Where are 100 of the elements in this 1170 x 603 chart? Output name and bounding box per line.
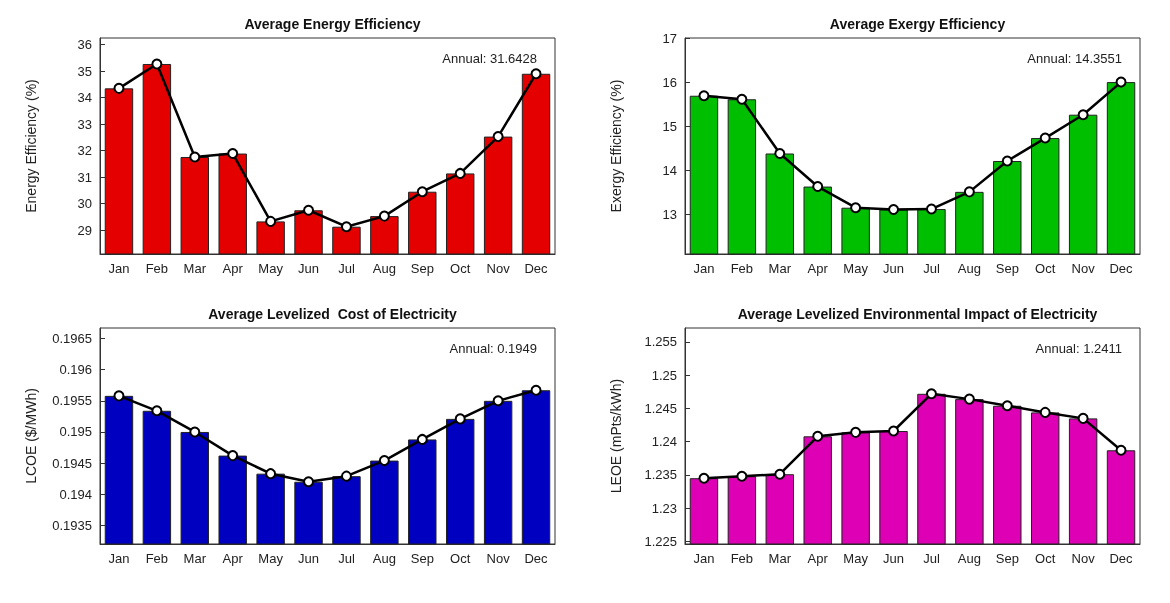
point	[113, 390, 125, 402]
y-tick-label: 0.1955	[52, 393, 92, 409]
y-tick-label: 1.235	[644, 467, 677, 483]
point	[812, 430, 824, 442]
point	[416, 433, 428, 445]
x-tick-label: Jan	[693, 261, 715, 276]
x-tick-label: Dec	[524, 551, 549, 566]
x-tick-label: Jul	[923, 551, 940, 566]
point	[1001, 400, 1013, 412]
x-tick-label: Dec	[1109, 261, 1134, 276]
x-tick-label: Aug	[957, 261, 981, 276]
y-tick-label: 16	[662, 74, 677, 90]
y-axis-title: Exergy Efficiency (%)	[608, 79, 624, 213]
point	[812, 181, 824, 193]
x-tick-label: May	[843, 261, 869, 276]
point	[189, 151, 201, 163]
y-tick-label: 31	[77, 169, 92, 185]
chart-title: Average Levelized Environmental Impact of Electricity	[737, 306, 1098, 322]
x-tick-label: Jun	[883, 261, 905, 276]
x-tick-label: Nov	[486, 551, 511, 566]
point	[265, 468, 277, 480]
y-tick-label: 1.255	[644, 334, 677, 350]
x-tick-label: Nov	[486, 261, 511, 276]
y-tick-label: 33	[77, 116, 92, 132]
y-tick-label: 29	[77, 222, 92, 238]
x-tick-label: Oct	[450, 551, 471, 566]
point	[378, 455, 390, 467]
point	[340, 470, 352, 482]
point	[925, 388, 937, 400]
x-tick-label: Sep	[995, 261, 1019, 276]
point	[454, 167, 466, 179]
annotation: Annual: 14.3551	[1027, 51, 1123, 66]
point	[1115, 444, 1127, 456]
y-tick-label: 32	[77, 143, 92, 159]
point	[265, 215, 277, 227]
x-tick-label: Dec	[524, 261, 549, 276]
x-tick-label: Feb	[730, 551, 754, 566]
point	[303, 476, 315, 488]
point	[1115, 76, 1127, 88]
annotation: Annual: 31.6428	[442, 51, 538, 66]
x-tick-label: Aug	[372, 261, 396, 276]
point	[340, 221, 352, 233]
y-tick-label: 1.225	[644, 533, 677, 549]
y-tick-label: 1.24	[651, 434, 677, 450]
point	[454, 413, 466, 425]
chart-title: Average Exergy Efficiency	[829, 16, 1006, 32]
x-tick-label: Jan	[108, 551, 130, 566]
y-tick-label: 17	[662, 30, 677, 46]
point	[492, 395, 504, 407]
x-tick-label: Jan	[693, 551, 715, 566]
y-tick-label: 0.194	[59, 486, 92, 502]
point	[1001, 155, 1013, 167]
point	[492, 131, 504, 143]
point	[151, 58, 163, 70]
x-tick-label: Dec	[1109, 551, 1134, 566]
point	[888, 203, 900, 215]
x-tick-label: Oct	[1035, 551, 1056, 566]
x-tick-label: Jun	[298, 551, 320, 566]
x-tick-label: Jul	[338, 261, 355, 276]
y-tick-label: 0.1965	[52, 331, 92, 347]
point	[1039, 406, 1051, 418]
y-tick-label: 0.1935	[52, 517, 92, 533]
y-axis-title: Energy Efficiency (%)	[23, 79, 39, 213]
x-tick-label: Apr	[222, 261, 244, 276]
y-tick-label: 34	[77, 90, 92, 106]
x-tick-label: Sep	[995, 551, 1019, 566]
point	[530, 384, 542, 396]
point	[736, 93, 748, 105]
x-tick-label: Mar	[183, 261, 207, 276]
point	[774, 148, 786, 159]
y-tick-label: 30	[77, 196, 92, 212]
y-tick-label: 1.23	[651, 500, 677, 516]
point	[850, 426, 862, 438]
y-tick-label: 13	[662, 206, 677, 222]
x-tick-label: May	[843, 551, 869, 566]
x-tick-label: Oct	[1035, 261, 1056, 276]
x-tick-label: Mar	[768, 261, 792, 276]
point	[303, 204, 315, 216]
y-tick-label: 0.1945	[52, 455, 92, 471]
point	[189, 426, 201, 438]
chart-title: Average Energy Efficiency	[244, 16, 421, 32]
y-tick-label: 14	[662, 162, 677, 178]
annotation: Annual: 1.2411	[1035, 341, 1122, 356]
x-tick-label: Apr	[807, 261, 829, 276]
y-tick-label: 36	[77, 37, 92, 53]
x-tick-label: Aug	[957, 551, 981, 566]
point	[963, 186, 975, 198]
point	[774, 468, 786, 480]
x-tick-label: Nov	[1071, 551, 1096, 566]
y-axis-title: LCOE ($/MWh)	[23, 388, 39, 484]
y-tick-label: 1.245	[644, 400, 677, 416]
point	[1077, 109, 1089, 121]
point	[113, 82, 125, 94]
x-tick-label: Sep	[410, 261, 434, 276]
x-tick-label: Nov	[1071, 261, 1096, 276]
y-tick-label: 35	[77, 63, 92, 79]
x-tick-label: Jan	[108, 261, 130, 276]
annotation: Annual: 0.1949	[449, 341, 537, 356]
x-tick-label: Jul	[338, 551, 355, 566]
point	[227, 450, 239, 462]
